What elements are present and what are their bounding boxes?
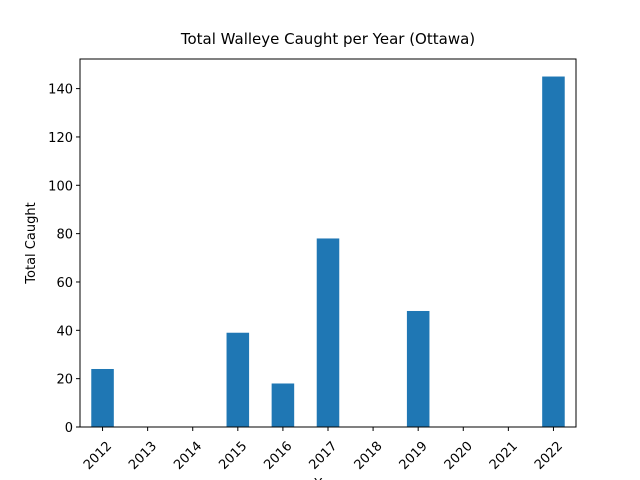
y-tick-label: 120 <box>48 131 73 146</box>
x-tick-label: 2017 <box>306 439 340 473</box>
y-tick-label: 100 <box>48 179 73 194</box>
x-tick-label: 2016 <box>261 439 295 473</box>
bar <box>271 383 295 427</box>
x-tick-label: 2015 <box>216 439 250 473</box>
y-tick-label: 40 <box>56 324 73 339</box>
x-axis-label: Year <box>313 477 342 480</box>
bar <box>91 368 114 427</box>
y-tick-label: 20 <box>56 373 73 388</box>
bar <box>406 310 430 427</box>
axes-frame <box>79 58 577 428</box>
bar <box>542 76 565 428</box>
x-tick-label: 2020 <box>442 439 476 473</box>
bar <box>226 332 250 427</box>
x-tick-label: 2022 <box>532 439 566 473</box>
x-tick-label: 2012 <box>81 439 115 473</box>
x-tick-label: 2018 <box>352 439 386 473</box>
x-tick-label: 2019 <box>397 439 431 473</box>
x-tick-label: 2014 <box>171 439 205 473</box>
bar <box>316 238 340 427</box>
x-tick-label: 2013 <box>126 439 160 473</box>
y-axis-label: Total Caught <box>24 202 39 284</box>
y-tick-label: 140 <box>48 83 73 98</box>
x-tick-label: 2021 <box>487 439 521 473</box>
y-tick-label: 60 <box>56 276 73 291</box>
y-tick-label: 80 <box>56 228 73 243</box>
y-tick-label: 0 <box>65 421 73 436</box>
chart-title: Total Walleye Caught per Year (Ottawa) <box>180 30 475 48</box>
